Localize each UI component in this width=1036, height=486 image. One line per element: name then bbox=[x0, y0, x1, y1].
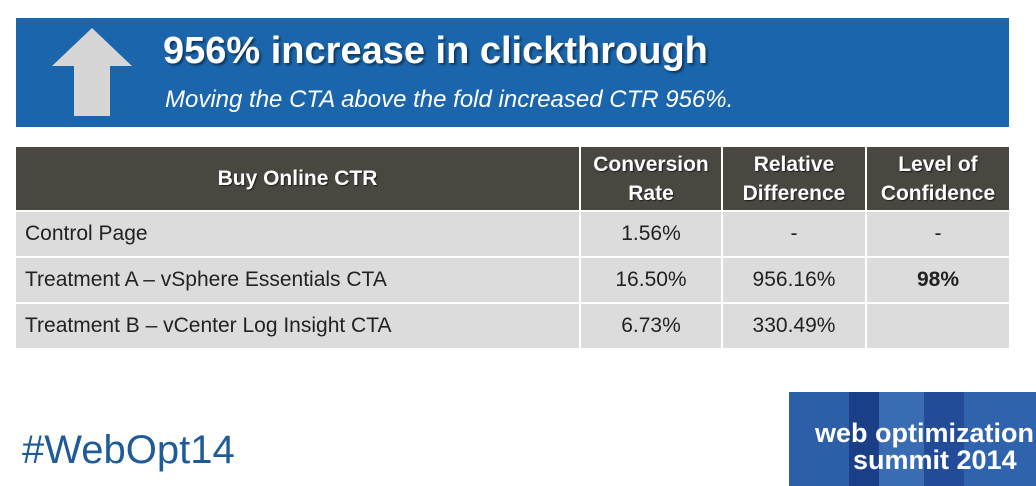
column-header: Conversion Rate bbox=[580, 147, 723, 211]
table-row: Treatment B – vCenter Log Insight CTA 6.… bbox=[16, 302, 1009, 348]
relative-difference-cell: 330.49% bbox=[721, 302, 867, 348]
page-title: 956% increase in clickthrough bbox=[163, 30, 708, 72]
confidence-cell bbox=[865, 302, 1009, 348]
row-label: Treatment B – vCenter Log Insight CTA bbox=[16, 302, 582, 348]
confidence-cell: - bbox=[865, 210, 1009, 257]
hashtag: #WebOpt14 bbox=[22, 428, 235, 472]
column-header: Level of Confidence bbox=[865, 147, 1009, 211]
logo-line-2: summit 2014 bbox=[853, 445, 1017, 475]
header-banner: 956% increase in clickthrough Moving the… bbox=[16, 18, 1009, 127]
table-row: Control Page 1.56% - - bbox=[16, 210, 1009, 257]
row-label: Control Page bbox=[16, 210, 582, 257]
column-header-label: Level of Confidence bbox=[880, 152, 996, 205]
conversion-rate-cell: 6.73% bbox=[580, 302, 723, 348]
confidence-cell: 98% bbox=[865, 256, 1009, 303]
page-subtitle: Moving the CTA above the fold increased … bbox=[165, 86, 734, 113]
column-header-label: Conversion Rate bbox=[593, 152, 709, 205]
relative-difference-cell: 956.16% bbox=[721, 256, 867, 303]
table-header-row: Buy Online CTR Conversion Rate Relative … bbox=[16, 147, 1009, 211]
up-arrow-icon bbox=[52, 28, 132, 116]
column-header-label: Relative Difference bbox=[742, 152, 846, 205]
results-table: Buy Online CTR Conversion Rate Relative … bbox=[16, 147, 1009, 348]
conversion-rate-cell: 16.50% bbox=[580, 256, 723, 303]
table-row: Treatment A – vSphere Essentials CTA 16.… bbox=[16, 256, 1009, 303]
relative-difference-cell: - bbox=[721, 210, 867, 257]
summit-logo: web optimization summit 2014 bbox=[789, 392, 1036, 486]
row-label: Treatment A – vSphere Essentials CTA bbox=[16, 256, 582, 303]
column-header: Relative Difference bbox=[721, 147, 867, 211]
conversion-rate-cell: 1.56% bbox=[580, 210, 723, 257]
column-header: Buy Online CTR bbox=[16, 147, 582, 211]
logo-line-1: web optimization bbox=[815, 418, 1034, 448]
